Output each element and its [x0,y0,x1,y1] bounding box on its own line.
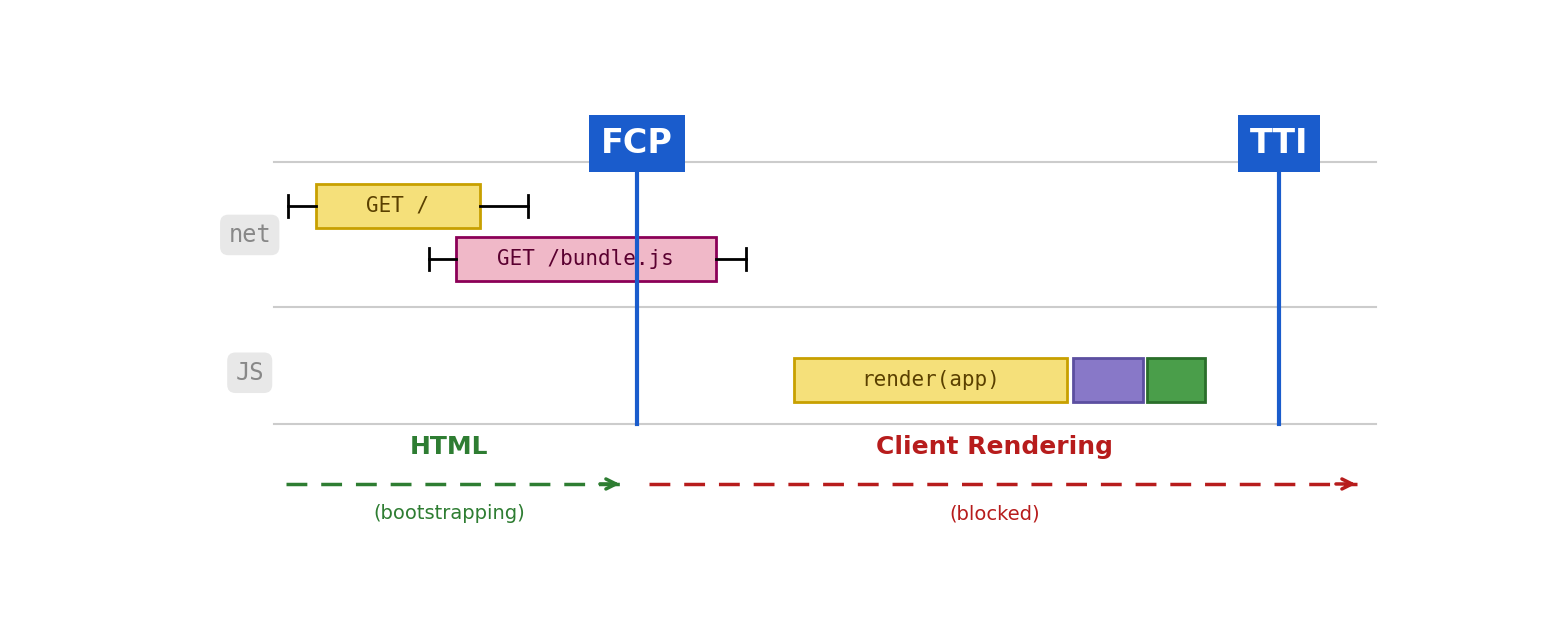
Text: TTI: TTI [1250,127,1307,160]
Text: GET /bundle.js: GET /bundle.js [497,249,675,269]
Text: render(app): render(app) [861,370,1000,390]
Text: FCP: FCP [601,127,673,160]
Text: HTML: HTML [411,435,489,459]
Text: Client Rendering: Client Rendering [876,435,1112,459]
Bar [1147,358,1204,402]
Bar [316,184,480,228]
Text: GET /: GET / [367,196,430,216]
Text: JS: JS [236,360,264,385]
Bar [456,237,715,281]
Bar [795,358,1067,402]
Text: (blocked): (blocked) [948,504,1040,523]
Text: net: net [228,223,272,247]
Bar [1073,358,1143,402]
Text: (bootstrapping): (bootstrapping) [373,504,525,523]
